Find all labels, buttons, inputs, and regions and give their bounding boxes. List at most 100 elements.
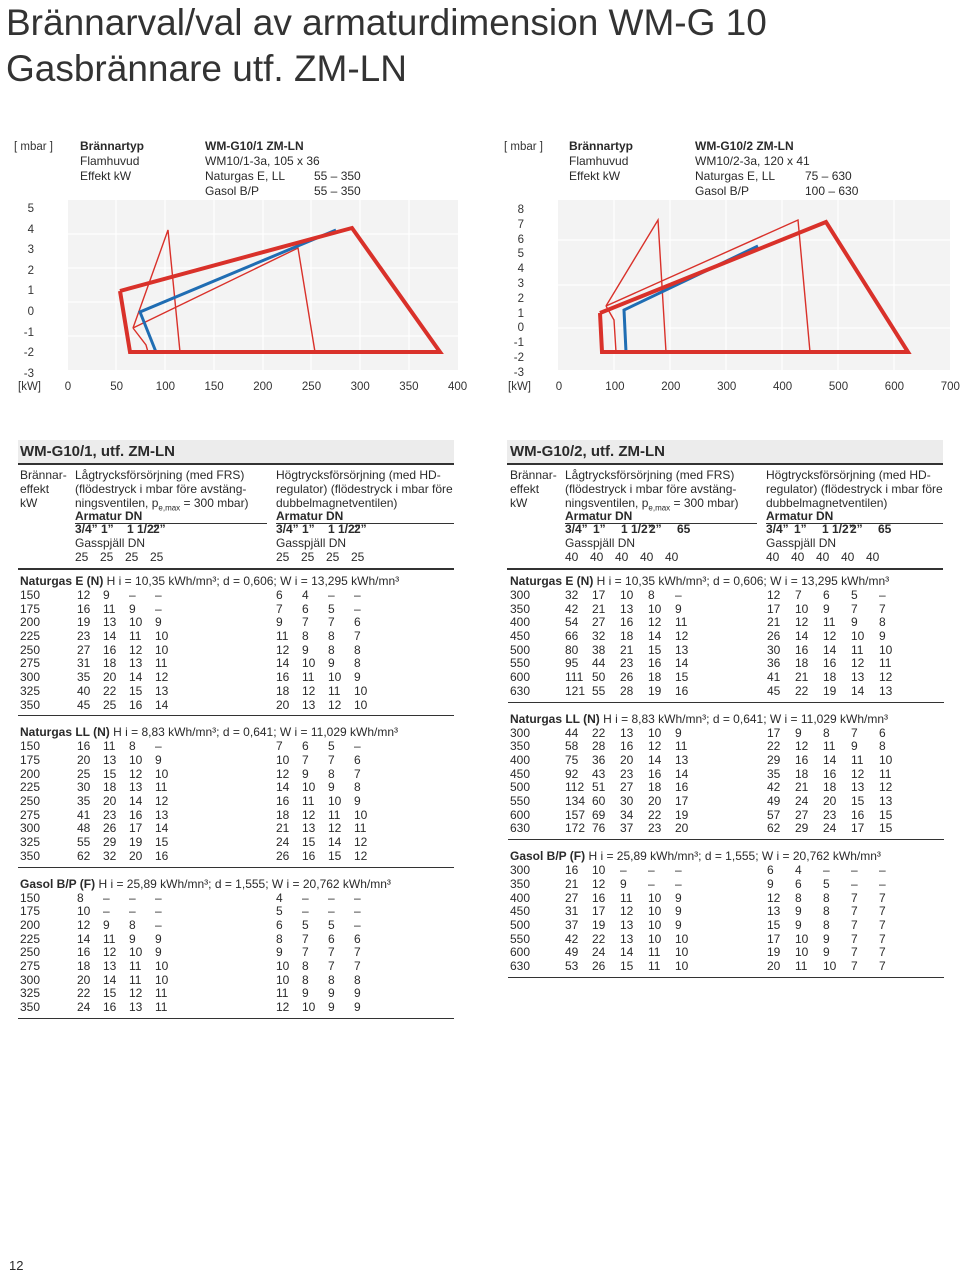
gas-header: Gasol B/P (F) H i = 25,89 kWh/mn³; d = 1… xyxy=(20,877,391,892)
table-cell: 15 xyxy=(103,986,117,1001)
table-cell: 19 xyxy=(648,683,662,698)
table-cell: 8 xyxy=(354,972,361,987)
table-cell: 9 xyxy=(302,986,309,1001)
table-cell: 21 xyxy=(565,876,579,891)
table-cell: 24 xyxy=(77,1000,91,1015)
table-cell: 23 xyxy=(648,821,662,836)
table-cell: 12 xyxy=(155,670,169,685)
table-cell: 10 xyxy=(155,959,169,974)
table-cell: 175 xyxy=(20,904,41,919)
table-cell: 6 xyxy=(354,931,361,946)
table-cell: 45 xyxy=(77,697,91,712)
table-cell: 300 xyxy=(20,821,41,836)
table-cell: 8 xyxy=(354,656,361,671)
table-cell: 10 xyxy=(328,670,342,685)
table-cell: 4 xyxy=(302,588,309,602)
table-cell: 21 xyxy=(795,670,809,685)
table-cell: 11 xyxy=(129,972,142,987)
right-gs-low-value: 40 xyxy=(665,550,679,564)
chart2-ytick: 4 xyxy=(517,263,524,276)
table-cell: – xyxy=(879,863,886,878)
table-cell: 12 xyxy=(354,835,368,850)
chart1-ytick: 1 xyxy=(27,285,34,298)
gas-table-rule xyxy=(508,701,944,703)
table-cell: 10 xyxy=(302,780,316,795)
chart2-ytick: 7 xyxy=(517,218,524,231)
table-cell: 17 xyxy=(767,725,781,740)
chart2-info-label2: Flamhuvud xyxy=(569,154,629,168)
chart1-xtick: 400 xyxy=(448,381,468,393)
table-cell: 11 xyxy=(675,739,688,754)
table-cell: 7 xyxy=(851,959,858,973)
table-cell: 7 xyxy=(328,945,335,960)
chart1-svg xyxy=(68,200,458,370)
table-cell: 20 xyxy=(823,794,837,809)
table-cell: 16 xyxy=(795,752,809,767)
table-cell: 35 xyxy=(77,670,91,685)
table-cell: 14 xyxy=(103,972,117,987)
table-cell: 225 xyxy=(20,780,41,795)
table-cell: 10 xyxy=(675,945,689,960)
table-cell: 18 xyxy=(103,780,117,795)
table-cell: 14 xyxy=(129,670,143,685)
table-cell: 500 xyxy=(510,642,531,657)
table-cell: 450 xyxy=(510,629,531,644)
chart1-plot-area xyxy=(68,200,458,370)
table-cell: 300 xyxy=(510,725,531,740)
left-high-line2: regulator) (flödestryck i mbar före xyxy=(276,482,453,496)
right-hdr-col1-2: effekt xyxy=(510,482,540,496)
table-cell: – xyxy=(620,863,627,878)
right-high-line3: dubbelmagnetventilen) xyxy=(766,496,888,510)
table-cell: 13 xyxy=(155,683,169,698)
left-low-line3a: ningsventilen, p xyxy=(75,496,159,510)
table-cell: – xyxy=(823,863,830,878)
table-cell: 14 xyxy=(129,794,143,809)
table-cell: 10 xyxy=(592,863,606,878)
table-cell: 20 xyxy=(129,848,143,863)
title-line-2: Gasbrännare utf. ZM-LN xyxy=(6,48,407,89)
table-cell: 11 xyxy=(302,794,315,809)
chart1-ytick: 0 xyxy=(27,306,34,318)
chart1-info-value3a: Naturgas E, LL xyxy=(205,169,286,183)
table-cell: 9 xyxy=(328,986,335,1001)
table-cell: 15 xyxy=(851,794,865,809)
table-cell: 9 xyxy=(354,794,361,809)
table-cell: 172 xyxy=(565,821,586,836)
table-cell: 12 xyxy=(648,739,662,754)
table-cell: 13 xyxy=(675,642,689,657)
table-cell: 12 xyxy=(675,629,689,644)
table-cell: 48 xyxy=(77,821,91,836)
table-cell: 17 xyxy=(592,588,606,602)
table-cell: 9 xyxy=(767,876,774,891)
table-cell: 10 xyxy=(155,629,169,644)
table-cell: 11 xyxy=(851,642,864,657)
table-cell: 27 xyxy=(795,807,809,822)
table-cell: 75 xyxy=(565,752,579,767)
table-cell: 10 xyxy=(879,642,893,657)
table-cell: 16 xyxy=(103,642,117,657)
left-dn-low-value: 3/4” xyxy=(75,522,98,536)
table-cell: 9 xyxy=(675,917,682,932)
table-cell: 10 xyxy=(328,794,342,809)
table-cell: 9 xyxy=(675,904,682,919)
table-cell: 11 xyxy=(879,766,892,781)
left-low-line3sub: e,max xyxy=(158,503,181,513)
left-armatur-high: Armatur DN xyxy=(276,509,344,523)
table-cell: 10 xyxy=(879,752,893,767)
table-cell: 10 xyxy=(129,752,143,767)
table-cell: 14 xyxy=(648,629,662,644)
table-cell: 11 xyxy=(103,601,116,616)
table-cell: 8 xyxy=(879,615,886,630)
right-gs-high-value: 40 xyxy=(841,550,855,564)
table-cell: 16 xyxy=(129,807,143,822)
table-cell: 32 xyxy=(103,848,117,863)
table-cell: 76 xyxy=(592,821,606,836)
table-cell: 49 xyxy=(767,794,781,809)
table-cell: 325 xyxy=(20,835,41,850)
table-cell: 8 xyxy=(823,890,830,905)
table-cell: – xyxy=(155,739,162,754)
left-hdr-col1-1: Brännar- xyxy=(20,468,67,482)
left-gs-low-value: 25 xyxy=(125,550,139,564)
table-cell: 7 xyxy=(879,931,886,946)
table-cell: 28 xyxy=(592,739,606,754)
